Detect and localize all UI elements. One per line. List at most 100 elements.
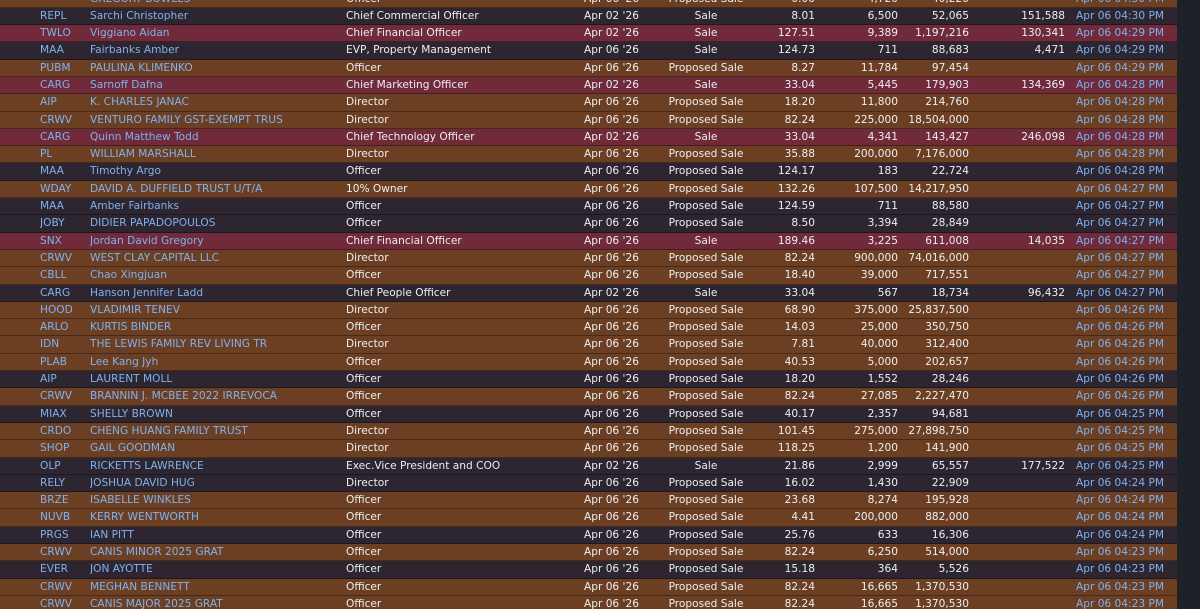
table-row[interactable]: MAA Amber Fairbanks Officer Apr 06 '26 Propo… bbox=[0, 198, 1177, 216]
filing-time-link[interactable]: Apr 06 04:28 PM bbox=[1076, 78, 1164, 91]
filing-time-link[interactable]: Apr 06 04:27 PM bbox=[1076, 269, 1164, 282]
insider-name-link[interactable]: WEST CLAY CAPITAL LLC bbox=[90, 251, 220, 264]
ticker-link[interactable]: OLP bbox=[40, 459, 61, 472]
table-row[interactable]: CRWV BRANNIN J. MCBEE 2022 IRREVOCA Office… bbox=[0, 388, 1177, 406]
ticker-link[interactable]: REPL bbox=[40, 9, 67, 22]
filing-time-link[interactable]: Apr 06 04:23 PM bbox=[1076, 546, 1164, 558]
insider-name-link[interactable]: DIDIER PAPADOPOULOS bbox=[90, 217, 216, 230]
ticker-link[interactable]: RELY bbox=[40, 476, 66, 489]
filing-time-link[interactable]: Apr 06 04:24 PM bbox=[1076, 528, 1164, 541]
ticker-link[interactable]: PLAB bbox=[40, 355, 68, 368]
table-row[interactable]: NUVB KERRY WENTWORTH Officer Apr 06 '26 Prop… bbox=[0, 509, 1177, 527]
table-row[interactable]: MIAX SHELLY BROWN Officer Apr 06 '26 Propose… bbox=[0, 405, 1177, 423]
filing-time-link[interactable]: Apr 06 04:28 PM bbox=[1076, 96, 1164, 109]
ticker-link[interactable]: PRGS bbox=[40, 528, 69, 541]
insider-name-link[interactable]: CANIS MAJOR 2025 GRAT bbox=[90, 597, 223, 609]
ticker-link[interactable]: MAA bbox=[40, 200, 64, 213]
filing-time-link[interactable]: Apr 06 04:30 PM bbox=[1076, 0, 1176, 7]
filing-time-link[interactable]: Apr 06 04:30 PM bbox=[1076, 9, 1164, 22]
table-row[interactable]: ARLO KURTIS BINDER Officer Apr 06 '26 Propos… bbox=[0, 319, 1177, 337]
ticker-link[interactable]: CRWV bbox=[40, 113, 73, 126]
table-row[interactable]: CARG Sarnoff Dafna Chief Marketing Officer… bbox=[0, 76, 1177, 95]
ticker-link[interactable]: NUVB bbox=[40, 511, 71, 524]
ticker-link[interactable]: AIP bbox=[40, 96, 57, 109]
ticker-link[interactable]: CARG bbox=[40, 78, 71, 91]
table-row[interactable]: CRDO CHENG HUANG FAMILY TRUST Director Apr … bbox=[0, 422, 1177, 441]
insider-name-link[interactable]: Jordan David Gregory bbox=[90, 234, 204, 247]
ticker-link[interactable]: BRZE bbox=[40, 494, 69, 507]
ticker-link[interactable]: MAA bbox=[40, 165, 64, 178]
table-row[interactable]: CRWV MEGHAN BENNETT Officer Apr 06 '26 Propo… bbox=[0, 578, 1177, 596]
table-row[interactable]: AIP LAURENT MOLL Officer Apr 06 '26 Proposed… bbox=[0, 371, 1177, 389]
ticker-link[interactable]: SNX bbox=[40, 234, 62, 247]
filing-time-link[interactable]: Apr 06 04:23 PM bbox=[1076, 580, 1164, 593]
ticker-link[interactable]: MAA bbox=[40, 44, 64, 57]
insider-name-link[interactable]: CHENG HUANG FAMILY TRUST bbox=[90, 424, 248, 437]
insider-name-link[interactable]: KERRY WENTWORTH bbox=[90, 511, 199, 524]
ticker-link[interactable]: MIAX bbox=[40, 407, 67, 420]
table-row[interactable]: JOBY DIDIER PAPADOPOULOS Officer Apr 06 '26… bbox=[0, 215, 1177, 233]
table-row[interactable]: CRWV CANIS MAJOR 2025 GRAT Officer Apr 06 '… bbox=[0, 595, 1177, 609]
filing-time-link[interactable]: Apr 06 04:25 PM bbox=[1076, 424, 1164, 437]
ticker-link[interactable]: PUBM bbox=[40, 61, 71, 74]
ticker-link[interactable]: CBLL bbox=[40, 269, 67, 282]
scrollbar-gutter[interactable] bbox=[1177, 0, 1200, 609]
filing-time-link[interactable]: Apr 06 04:25 PM bbox=[1076, 459, 1164, 472]
table-row[interactable]: MAA Timothy Argo Officer Apr 06 '26 Proposed… bbox=[0, 163, 1177, 181]
table-row[interactable]: PRGS IAN PITT Officer Apr 06 '26 Proposed Sa… bbox=[0, 526, 1177, 544]
ticker-link[interactable]: WDAY bbox=[40, 182, 72, 195]
filing-time-link[interactable]: Apr 06 04:28 PM bbox=[1076, 165, 1164, 178]
filing-time-link[interactable]: Apr 06 04:28 PM bbox=[1076, 113, 1164, 126]
table-row[interactable]: MAA Fairbanks Amber EVP, Property Manageme… bbox=[0, 42, 1177, 60]
filing-time-link[interactable]: Apr 06 04:27 PM bbox=[1076, 200, 1164, 213]
insider-name-link[interactable]: Hanson Jennifer Ladd bbox=[90, 286, 204, 299]
insider-name-link[interactable]: MEGHAN BENNETT bbox=[90, 580, 190, 593]
table-row[interactable]: CARG Hanson Jennifer Ladd Chief People Off… bbox=[0, 284, 1177, 302]
filing-time-link[interactable]: Apr 06 04:23 PM bbox=[1076, 597, 1164, 609]
insider-name-link[interactable]: DAVID A. DUFFIELD TRUST U/T/A bbox=[90, 182, 263, 195]
insider-name-link[interactable]: Quinn Matthew Todd bbox=[90, 130, 199, 143]
filing-time-link[interactable]: Apr 06 04:27 PM bbox=[1076, 234, 1164, 247]
filing-time-link[interactable]: Apr 06 04:26 PM bbox=[1076, 390, 1164, 403]
table-row[interactable]: CRWV VENTURO FAMILY GST-EXEMPT TRUS Direct… bbox=[0, 111, 1177, 129]
table-row[interactable]: TWLO Viggiano Aidan Chief Financial Office… bbox=[0, 25, 1177, 43]
ticker-link[interactable]: CRWV bbox=[40, 251, 73, 264]
table-row[interactable]: EVER JON AYOTTE Officer Apr 06 '26 Proposed … bbox=[0, 561, 1177, 579]
filing-time-link[interactable]: Apr 06 04:24 PM bbox=[1076, 476, 1164, 489]
insider-name-link[interactable]: Chao Xingjuan bbox=[90, 269, 167, 282]
filing-time-link[interactable]: Apr 06 04:27 PM bbox=[1076, 182, 1164, 195]
filing-time-link[interactable]: Apr 06 04:24 PM bbox=[1076, 494, 1164, 507]
insider-name-link[interactable]: Amber Fairbanks bbox=[90, 200, 180, 213]
table-row[interactable]: OLP RICKETTS LAWRENCE Exec.Vice President … bbox=[0, 457, 1177, 475]
insider-name-link[interactable]: K. CHARLES JANAC bbox=[90, 96, 189, 109]
insider-name-link[interactable]: Sarnoff Dafna bbox=[90, 78, 163, 91]
ticker-link[interactable]: EVER bbox=[40, 563, 68, 576]
table-row[interactable]: CARG Quinn Matthew Todd Chief Technology O… bbox=[0, 128, 1177, 147]
ticker-link[interactable]: CRWV bbox=[40, 390, 73, 403]
insider-name-link[interactable]: PAULINA KLIMENKO bbox=[90, 61, 193, 74]
filing-time-link[interactable]: Apr 06 04:23 PM bbox=[1076, 563, 1164, 576]
ticker-link[interactable]: HOOD bbox=[40, 303, 73, 316]
table-row[interactable]: SHOP GAIL GOODMAN Director Apr 06 '26 Propos… bbox=[0, 440, 1177, 458]
table-row[interactable]: IDN THE LEWIS FAMILY REV LIVING TR Directo… bbox=[0, 336, 1177, 354]
ticker-link[interactable]: PL bbox=[40, 148, 53, 161]
insider-name-link[interactable]: JOSHUA DAVID HUG bbox=[90, 476, 195, 489]
filing-time-link[interactable]: Apr 06 04:24 PM bbox=[1076, 511, 1164, 524]
filing-time-link[interactable]: Apr 06 04:26 PM bbox=[1076, 321, 1164, 334]
table-row[interactable]: PLAB Lee Kang Jyh Officer Apr 06 '26 Propose… bbox=[0, 353, 1177, 372]
insider-name-link[interactable]: VENTURO FAMILY GST-EXEMPT TRUS bbox=[90, 113, 283, 126]
table-row[interactable]: PL WILLIAM MARSHALL Director Apr 06 '26 Prop… bbox=[0, 146, 1177, 164]
insider-name-link[interactable]: Viggiano Aidan bbox=[90, 27, 170, 40]
table-row[interactable]: RELY JOSHUA DAVID HUG Director Apr 06 '26 Pr… bbox=[0, 474, 1177, 493]
table-row[interactable]: REPL Sarchi Christopher Chief Commercial O… bbox=[0, 7, 1177, 26]
table-row[interactable]: PUBM PAULINA KLIMENKO Officer Apr 06 '26 Pro… bbox=[0, 59, 1177, 77]
insider-name-link[interactable]: THE LEWIS FAMILY REV LIVING TR bbox=[90, 338, 268, 351]
filing-time-link[interactable]: Apr 06 04:29 PM bbox=[1076, 61, 1164, 74]
ticker-link[interactable]: AIP bbox=[40, 373, 57, 386]
insider-name-link[interactable]: BRANNIN J. MCBEE 2022 IRREVOCA bbox=[90, 390, 278, 403]
table-row[interactable]: WDAY DAVID A. DUFFIELD TRUST U/T/A 10% Own… bbox=[0, 180, 1177, 199]
filing-time-link[interactable]: Apr 06 04:27 PM bbox=[1076, 217, 1164, 230]
insider-name-link[interactable]: ISABELLE WINKLES bbox=[90, 494, 191, 507]
table-row[interactable]: BRZE ISABELLE WINKLES Officer Apr 06 '26 Pro… bbox=[0, 492, 1177, 510]
filing-time-link[interactable]: Apr 06 04:28 PM bbox=[1076, 130, 1164, 143]
